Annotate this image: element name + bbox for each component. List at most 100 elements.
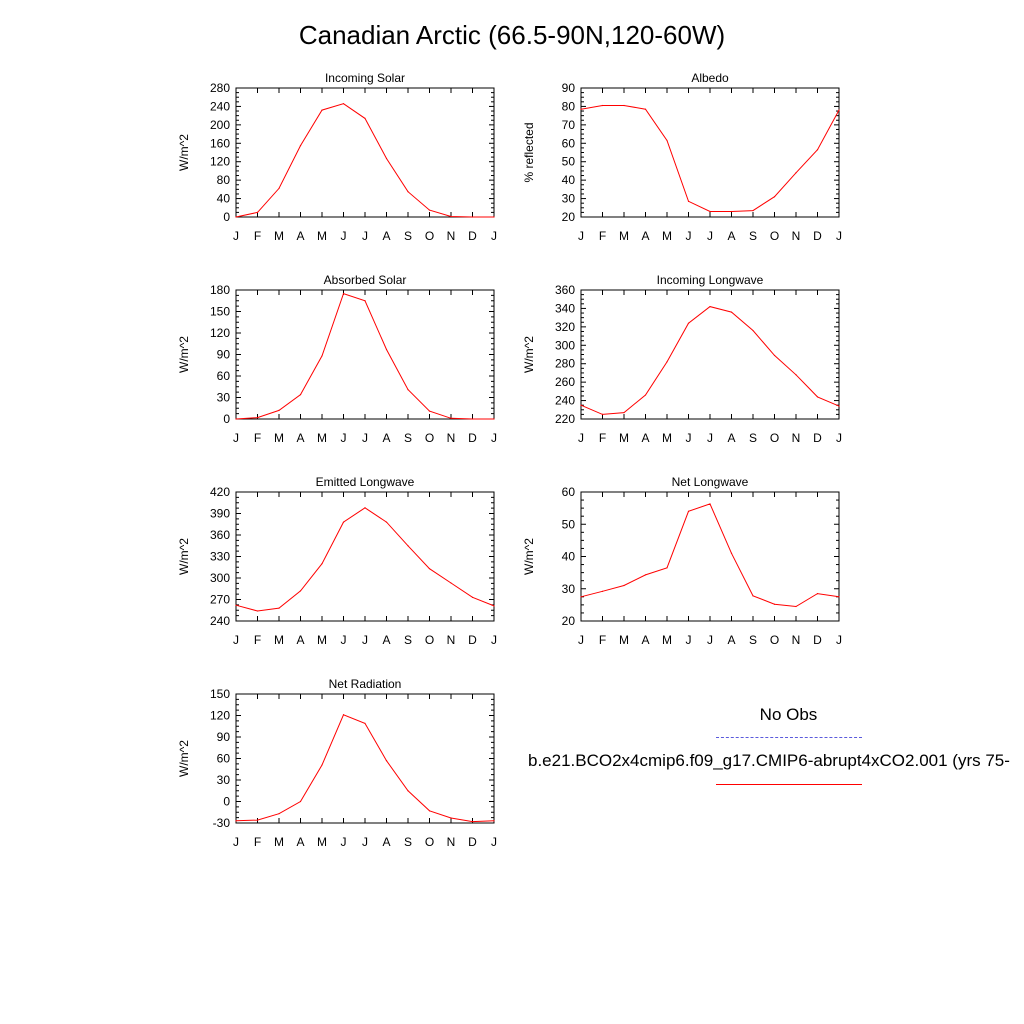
x-tick-label: A (727, 633, 735, 647)
x-tick-label: M (317, 835, 327, 849)
data-point (256, 211, 259, 213)
data-point (580, 596, 582, 598)
y-tick-label: 70 (562, 118, 576, 132)
data-point (407, 790, 409, 792)
data-point (450, 817, 452, 819)
x-tick-label: O (425, 835, 434, 849)
y-tick-label: 120 (210, 155, 230, 169)
data-point (493, 820, 495, 822)
x-tick-label: J (707, 229, 713, 243)
x-tick-label: N (792, 633, 801, 647)
x-tick-label: A (727, 229, 735, 243)
chart-title: Incoming Longwave (657, 273, 764, 287)
chart-svg: Incoming Solar W/m^2 0 40 80 120 160 200 240 280 J… (177, 71, 497, 243)
data-point (687, 200, 690, 202)
x-tick-label: A (382, 229, 390, 243)
y-axis-label: W/m^2 (177, 134, 191, 171)
legend-model-line (716, 784, 862, 785)
data-point (364, 117, 366, 120)
y-tick-label: 260 (555, 375, 575, 389)
x-tick-label: D (468, 229, 477, 243)
x-tick-label: A (641, 431, 649, 445)
x-tick-label: J (707, 431, 713, 445)
x-tick-label: J (362, 633, 368, 647)
data-point (752, 595, 754, 597)
x-tick-label: O (425, 229, 434, 243)
data-point (580, 108, 582, 110)
data-point (795, 374, 797, 376)
data-point (385, 348, 388, 351)
data-point (278, 813, 280, 815)
y-tick-label: 30 (217, 391, 231, 405)
y-tick-label: 30 (562, 582, 576, 596)
data-point (666, 361, 668, 363)
y-tick-label: -30 (213, 816, 231, 830)
data-point (816, 149, 819, 151)
legend: No Obs b.e21.BCO2x4cmip6.f09_g17.CMIP6-a… (520, 700, 1024, 800)
x-tick-label: D (813, 431, 822, 445)
data-point (428, 810, 431, 812)
chart-title: Albedo (691, 71, 729, 85)
x-tick-label: D (468, 431, 477, 445)
x-tick-label: O (770, 431, 779, 445)
x-tick-label: F (599, 633, 606, 647)
x-tick-label: J (686, 633, 692, 647)
panel-incoming-solar: Incoming Solar W/m^2 0 40 80 120 160 200 240 280 J… (176, 67, 516, 257)
series-line (235, 507, 495, 612)
series-line (580, 105, 840, 212)
data-point (385, 157, 388, 160)
data-point (450, 215, 452, 218)
data-point (623, 104, 625, 107)
data-point (644, 394, 647, 396)
legend-obs-label: No Obs (759, 705, 818, 724)
x-tick-label: J (233, 633, 239, 647)
x-tick-label: M (274, 633, 284, 647)
x-tick-label: J (707, 633, 713, 647)
x-tick-label: D (468, 633, 477, 647)
y-tick-label: 240 (555, 394, 575, 408)
data-point (235, 418, 237, 420)
x-tick-label: A (296, 229, 304, 243)
y-tick-label: 360 (210, 528, 230, 542)
data-point (493, 605, 495, 607)
legend-obs-line (716, 737, 862, 738)
x-tick-label: J (362, 229, 368, 243)
data-point (471, 418, 474, 420)
x-tick-label: S (404, 835, 412, 849)
y-tick-label: 0 (223, 210, 230, 224)
x-tick-label: J (362, 431, 368, 445)
data-point (816, 396, 819, 398)
data-point (385, 760, 388, 762)
plot-frame (580, 289, 840, 420)
y-tick-label: 20 (562, 614, 576, 628)
x-tick-label: O (770, 229, 779, 243)
x-tick-label: A (382, 431, 390, 445)
x-tick-label: J (836, 431, 842, 445)
data-point (773, 196, 776, 198)
data-point (364, 507, 366, 509)
data-point (235, 216, 237, 218)
y-tick-label: 90 (217, 348, 231, 362)
y-tick-label: 150 (210, 687, 230, 701)
x-tick-label: J (341, 835, 347, 849)
chart-svg: Incoming Longwave W/m^2 220 240 260 280 300 320… (522, 273, 842, 445)
chart-title: Net Longwave (672, 475, 749, 489)
x-tick-label: M (662, 633, 672, 647)
x-tick-label: M (619, 633, 629, 647)
data-point (773, 354, 776, 357)
data-point (450, 582, 452, 584)
data-point (709, 210, 711, 213)
data-point (838, 596, 840, 598)
data-point (687, 510, 690, 512)
x-tick-label: M (619, 229, 629, 243)
x-tick-label: S (404, 431, 412, 445)
data-point (450, 417, 452, 419)
y-tick-label: 340 (555, 301, 575, 315)
page-title: Canadian Arctic (66.5-90N,120-60W) (298, 20, 726, 50)
y-tick-label: 300 (555, 338, 575, 352)
y-tick-label: 240 (210, 614, 230, 628)
chart-title: Incoming Solar (325, 71, 405, 85)
x-tick-label: N (447, 633, 456, 647)
y-tick-label: 90 (217, 730, 231, 744)
